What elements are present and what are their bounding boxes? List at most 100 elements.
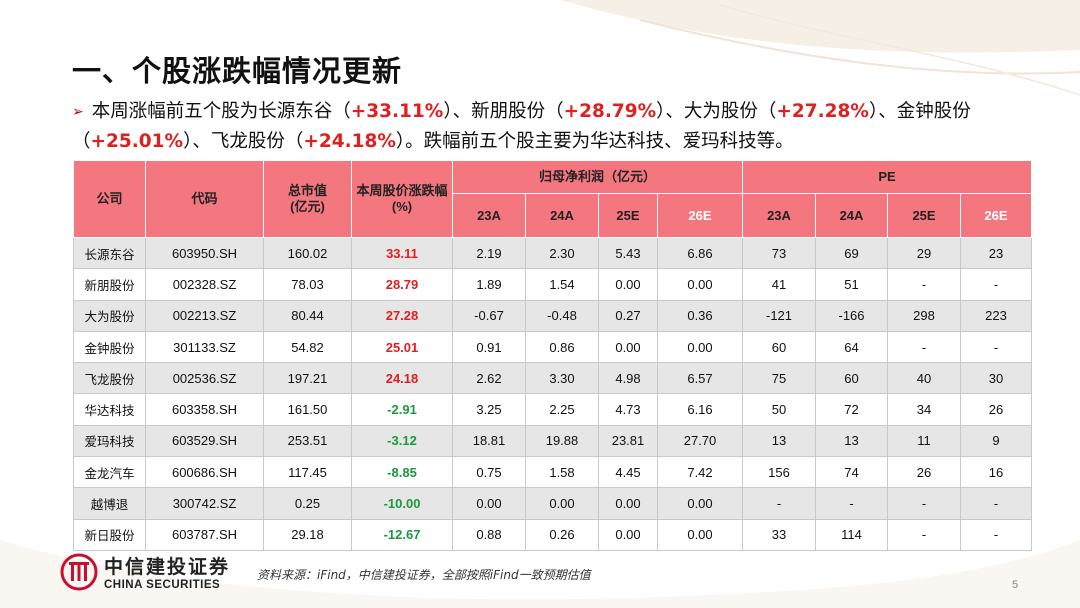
cell-mktcap: 253.51	[263, 424, 352, 458]
cell-pe23: 60	[742, 330, 817, 364]
cell-p24: 0.86	[525, 330, 599, 364]
cell-code: 301133.SZ	[145, 330, 264, 364]
header-pe: PE	[742, 160, 1033, 194]
cell-pe25: 11	[887, 424, 962, 458]
header-profit: 归母净利润（亿元）	[451, 160, 744, 194]
cell-pe25: -	[887, 487, 962, 520]
cell-pe26: -	[960, 518, 1033, 551]
cell-p26: 0.00	[656, 330, 744, 364]
cell-p26: 0.00	[656, 518, 744, 551]
cell-change: -8.85	[351, 456, 453, 489]
cell-pe24: 60	[815, 362, 889, 395]
cell-name: 华达科技	[73, 393, 146, 426]
cell-p24: 1.58	[525, 456, 599, 489]
header-profit-23a: 23A	[452, 193, 526, 238]
cell-code: 603787.SH	[145, 518, 264, 551]
cell-pe25: -	[887, 330, 962, 364]
cell-p25: 0.27	[598, 299, 658, 332]
cell-pe26: 16	[960, 456, 1033, 489]
cell-name: 长源东谷	[73, 236, 146, 270]
cell-p25: 0.00	[598, 330, 658, 364]
header-pe-25e: 25E	[887, 193, 962, 238]
cell-pe26: -	[960, 268, 1033, 301]
cell-p24: 0.00	[525, 487, 599, 520]
cell-p25: 23.81	[598, 424, 658, 458]
cell-name: 大为股份	[73, 299, 146, 332]
cell-pe23: 33	[742, 518, 817, 551]
cell-name: 新朋股份	[73, 268, 146, 301]
header-profit-24a: 24A	[525, 193, 599, 238]
cell-mktcap: 80.44	[263, 299, 352, 332]
logo-english-name: CHINA SECURITIES	[104, 579, 221, 591]
cell-code: 603950.SH	[145, 236, 264, 270]
cell-pe23: 73	[742, 236, 817, 270]
table-row: 爱玛科技 603529.SH 253.51 -3.12 18.81 19.88 23.81 2…	[73, 424, 1033, 458]
bullet-arrow-icon: ➢	[72, 104, 84, 120]
cell-p26: 0.36	[656, 299, 744, 332]
table-row: 新朋股份 002328.SZ 78.03 28.79 1.89 1.54 0.00 0.00 4…	[73, 268, 1033, 301]
cell-pe26: 23	[960, 236, 1033, 270]
highlight-value: +24.18%	[303, 131, 396, 152]
cell-pe23: 50	[742, 393, 817, 426]
cell-p25: 0.00	[598, 487, 658, 520]
cell-p23: 0.88	[452, 518, 526, 551]
cell-code: 002328.SZ	[145, 268, 264, 301]
cell-p24: -0.48	[525, 299, 599, 332]
cell-code: 603358.SH	[145, 393, 264, 426]
company-logo: 中信建投证券 CHINA SECURITIES	[60, 552, 230, 591]
cell-pe24: 74	[815, 456, 889, 489]
cell-pe25: -	[887, 518, 962, 551]
cell-pe23: -121	[742, 299, 817, 332]
cell-name: 金龙汽车	[73, 456, 146, 489]
page-title: 一、个股涨跌幅情况更新	[72, 54, 403, 88]
header-profit-26e: 26E	[656, 193, 744, 238]
cell-p23: 18.81	[452, 424, 526, 458]
cell-p25: 4.45	[598, 456, 658, 489]
cell-name: 越博退	[73, 487, 146, 520]
cell-p23: -0.67	[452, 299, 526, 332]
cell-mktcap: 78.03	[263, 268, 352, 301]
cell-p25: 5.43	[598, 236, 658, 270]
cell-pe24: 114	[815, 518, 889, 551]
cell-change: 27.28	[351, 299, 453, 332]
cell-p23: 2.62	[452, 362, 526, 395]
cell-name: 新日股份	[73, 518, 146, 551]
citic-logo-icon	[60, 553, 98, 590]
cell-pe24: -166	[815, 299, 889, 332]
cell-p26: 7.42	[656, 456, 744, 489]
cell-change: 25.01	[351, 330, 453, 364]
cell-p26: 6.86	[656, 236, 744, 270]
cell-p24: 2.25	[525, 393, 599, 426]
cell-change: 24.18	[351, 362, 453, 395]
cell-change: -3.12	[351, 424, 453, 458]
cell-code: 600686.SH	[145, 456, 264, 489]
header-code: 代码	[145, 160, 264, 238]
cell-p25: 4.73	[598, 393, 658, 426]
table-row: 金龙汽车 600686.SH 117.45 -8.85 0.75 1.58 4.45 7.42…	[73, 456, 1033, 489]
cell-p25: 0.00	[598, 518, 658, 551]
cell-pe24: -	[815, 487, 889, 520]
cell-p26: 0.00	[656, 268, 744, 301]
cell-pe25: 40	[887, 362, 962, 395]
cell-pe23: 75	[742, 362, 817, 395]
cell-pe25: 34	[887, 393, 962, 426]
cell-change: 28.79	[351, 268, 453, 301]
summary-text-part: ）、新朋股份（	[443, 101, 564, 122]
cell-p26: 27.70	[656, 424, 744, 458]
cell-p26: 0.00	[656, 487, 744, 520]
header-company: 公司	[73, 160, 146, 238]
cell-pe24: 13	[815, 424, 889, 458]
stock-table: 公司 代码 总市值 (亿元) 本周股价涨跌幅 (%) 归母净利润（亿元） PE …	[73, 160, 1033, 551]
cell-mktcap: 29.18	[263, 518, 352, 551]
table-row: 大为股份 002213.SZ 80.44 27.28 -0.67 -0.48 0.27 0.3…	[73, 299, 1033, 332]
cell-pe26: -	[960, 487, 1033, 520]
cell-code: 002536.SZ	[145, 362, 264, 395]
cell-p23: 2.19	[452, 236, 526, 270]
cell-pe23: 156	[742, 456, 817, 489]
table-row: 越博退 300742.SZ 0.25 -10.00 0.00 0.00 0.00 0.00- -…	[73, 487, 1033, 520]
highlight-value: +28.79%	[563, 101, 657, 122]
cell-p24: 19.88	[525, 424, 599, 458]
cell-p26: 6.57	[656, 362, 744, 395]
summary-text-part: ）、飞龙股份（	[183, 131, 304, 152]
header-profit-25e: 25E	[598, 193, 658, 238]
